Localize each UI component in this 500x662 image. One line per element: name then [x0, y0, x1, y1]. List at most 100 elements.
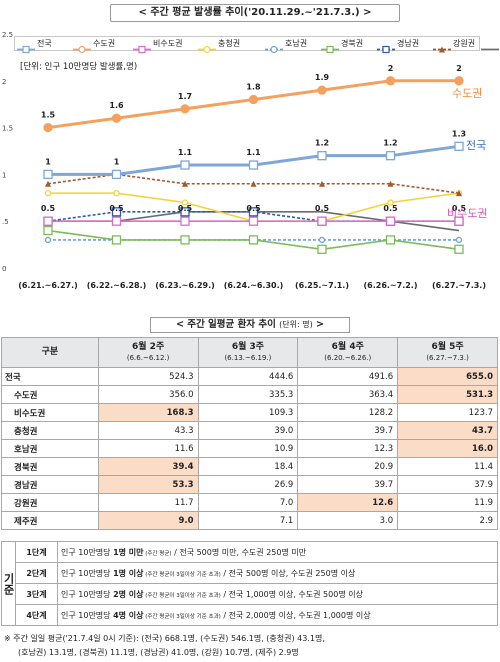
- row-header: 충청권: [1, 421, 99, 440]
- legend-swatch: [321, 39, 339, 54]
- week-label: 6월 4주: [331, 341, 364, 352]
- table-cell: 655.0: [397, 367, 498, 386]
- table-header-row: 구분 6월 2주 (6.6.~6.12.) 6월 3주 (6.13.~6.19.) …: [1, 337, 498, 368]
- table-cell: 491.6: [297, 367, 399, 386]
- footnote-line-1: ※ 주간 일일 평균('21.7.4일 0시 기준): (전국) 668.1명,…: [4, 634, 325, 643]
- table-title: < 주간 일평균 환자 추이 (단위: 명) >: [150, 317, 350, 333]
- data-point: [317, 244, 327, 254]
- legend-swatch: [265, 39, 283, 54]
- row-header: 수도권: [1, 385, 99, 404]
- data-point: [111, 235, 122, 245]
- data-point: [111, 113, 122, 123]
- week-label: 6월 5주: [431, 341, 464, 352]
- legend-label: 전국: [37, 39, 52, 48]
- criteria-small: (주간 평균이 3일이상 기준 초과): [143, 613, 221, 620]
- row-header: 호남권: [1, 439, 99, 458]
- data-label: 1.2: [315, 139, 329, 148]
- y-tick-label: .5: [2, 218, 9, 226]
- legend-item: 강원권: [433, 37, 475, 53]
- row-header: 전국: [1, 367, 99, 386]
- table-cell: 43.7: [397, 421, 498, 440]
- legend-label: 충청권: [218, 39, 241, 48]
- table-cell: 53.3: [97, 475, 199, 494]
- table-cell: 39.7: [297, 421, 399, 440]
- table-cell: 26.9: [197, 475, 299, 494]
- data-label: 1.7: [178, 92, 192, 101]
- data-point: [45, 180, 51, 187]
- data-label: 1.2: [383, 139, 397, 148]
- criteria-text: 인구 10만명당 2명 이상 (주간 평균이 3일이상 기준 초과) / 전국 …: [57, 583, 498, 605]
- line-chart: 0.511.522.5(6.21.~6.27.) (6.22.~6.28.) (6.…: [2, 31, 487, 290]
- data-label: 0.5: [41, 204, 56, 213]
- week-header: 6월 3주 (6.13.~6.19.): [197, 337, 299, 368]
- legend-swatch: [377, 39, 395, 54]
- data-point: [111, 216, 122, 226]
- y-tick-label: 1.5: [2, 125, 13, 133]
- table-title-end: >: [316, 319, 324, 330]
- x-tick-label: (6.24.~6.30.): [224, 281, 284, 290]
- table-cell: 20.9: [297, 457, 399, 476]
- chart-legend: 전국 수도권 비수도권 충청권 호남권 경북권 경남권 강원권 제주권: [14, 36, 499, 54]
- table-row: 충청권 43.3 39.0 39.7 43.7: [1, 421, 498, 440]
- table-cell: 7.0: [197, 493, 299, 512]
- legend-swatch: [198, 39, 216, 54]
- table-title-unit: (단위: 명): [279, 320, 313, 329]
- data-point: [180, 235, 190, 245]
- data-point: [385, 76, 396, 86]
- criteria-text-b: / 전국 2,000명 이상, 수도권 1,000명 이상: [220, 610, 371, 620]
- table-cell: 9.0: [97, 511, 199, 530]
- data-point: [182, 180, 188, 187]
- table-row: 수도권 356.0 335.3 363.4 531.3: [1, 385, 498, 404]
- table-cell: 11.9: [397, 493, 498, 512]
- y-tick-label: 0: [2, 265, 6, 273]
- legend-item: 경북권: [321, 37, 363, 54]
- data-label: 1.8: [246, 83, 261, 92]
- row-header: 경남권: [1, 475, 99, 494]
- data-point: [248, 216, 259, 226]
- row-header: 강원권: [1, 493, 99, 512]
- data-label: 0.5: [315, 204, 330, 213]
- data-point: [385, 235, 396, 245]
- week-range: (6.20.~6.26.): [324, 353, 372, 362]
- x-tick-label: (6.27.~7.3.): [432, 281, 486, 290]
- data-point: [454, 141, 464, 151]
- data-point: [44, 236, 52, 244]
- data-point: [319, 180, 325, 187]
- criteria-small: (주간 평균이 3일이상 기준 초과): [143, 592, 221, 599]
- x-tick-label: (6.26.~7.2.): [363, 281, 417, 290]
- legend-swatch: [433, 39, 451, 53]
- table-cell: 335.3: [197, 385, 299, 404]
- data-point: [180, 160, 190, 170]
- y-tick-label: 1: [2, 171, 6, 179]
- legend-swatch: [481, 39, 499, 51]
- criteria-row: 3단계 인구 10만명당 2명 이상 (주간 평균이 3일이상 기준 초과) /…: [2, 583, 498, 605]
- table-cell: 7.1: [197, 511, 299, 530]
- series-callout: 비수도권: [447, 207, 487, 220]
- data-label: 1.6: [109, 101, 124, 110]
- criteria-small: (주간 평균): [143, 550, 172, 557]
- data-label: 0.5: [383, 204, 398, 213]
- footnote-line-2: (호남권) 13.1명, (경북권) 11.1명, (경남권) 41.0명, (…: [18, 648, 299, 657]
- data-point: [454, 244, 464, 254]
- table-title-text: < 주간 일평균 환자 추이: [175, 319, 276, 330]
- data-point: [248, 207, 259, 217]
- x-tick-label: (6.21.~6.27.): [18, 281, 78, 290]
- criteria-text-a: 인구 10만명당: [61, 610, 114, 620]
- data-label: 1: [114, 157, 120, 166]
- legend-item: 제주권: [481, 37, 500, 51]
- table-row: 강원권 11.7 7.0 12.6 11.9: [1, 493, 498, 512]
- chart-unit-note: [단위: 인구 10만명당 발생률,명): [20, 62, 138, 72]
- criteria-text: 인구 10만명당 1명 이상 (주간 평균이 3일이상 기준 초과) / 전국 …: [57, 562, 498, 584]
- criteria-group-label: 기준: [1, 541, 16, 626]
- data-point: [248, 235, 259, 245]
- data-point: [248, 160, 259, 170]
- x-tick-label: (6.22.~6.28.): [87, 281, 147, 290]
- data-point: [317, 216, 327, 226]
- chart-title: < 주간 평균 발생률 추이('20.11.29.~'21.7.3.) >: [110, 4, 400, 22]
- x-tick-label: (6.25.~7.1.): [295, 281, 349, 290]
- data-point: [111, 169, 122, 180]
- weekly-patients-table: 구분 6월 2주 (6.6.~6.12.) 6월 3주 (6.13.~6.19.) …: [1, 337, 498, 530]
- week-range: (6.13.~6.19.): [224, 353, 272, 362]
- criteria-row: 4단계 인구 10만명당 4명 이상 (주간 평균이 3일이상 기준 초과) /…: [2, 604, 498, 626]
- row-header: 비수도권: [1, 403, 99, 422]
